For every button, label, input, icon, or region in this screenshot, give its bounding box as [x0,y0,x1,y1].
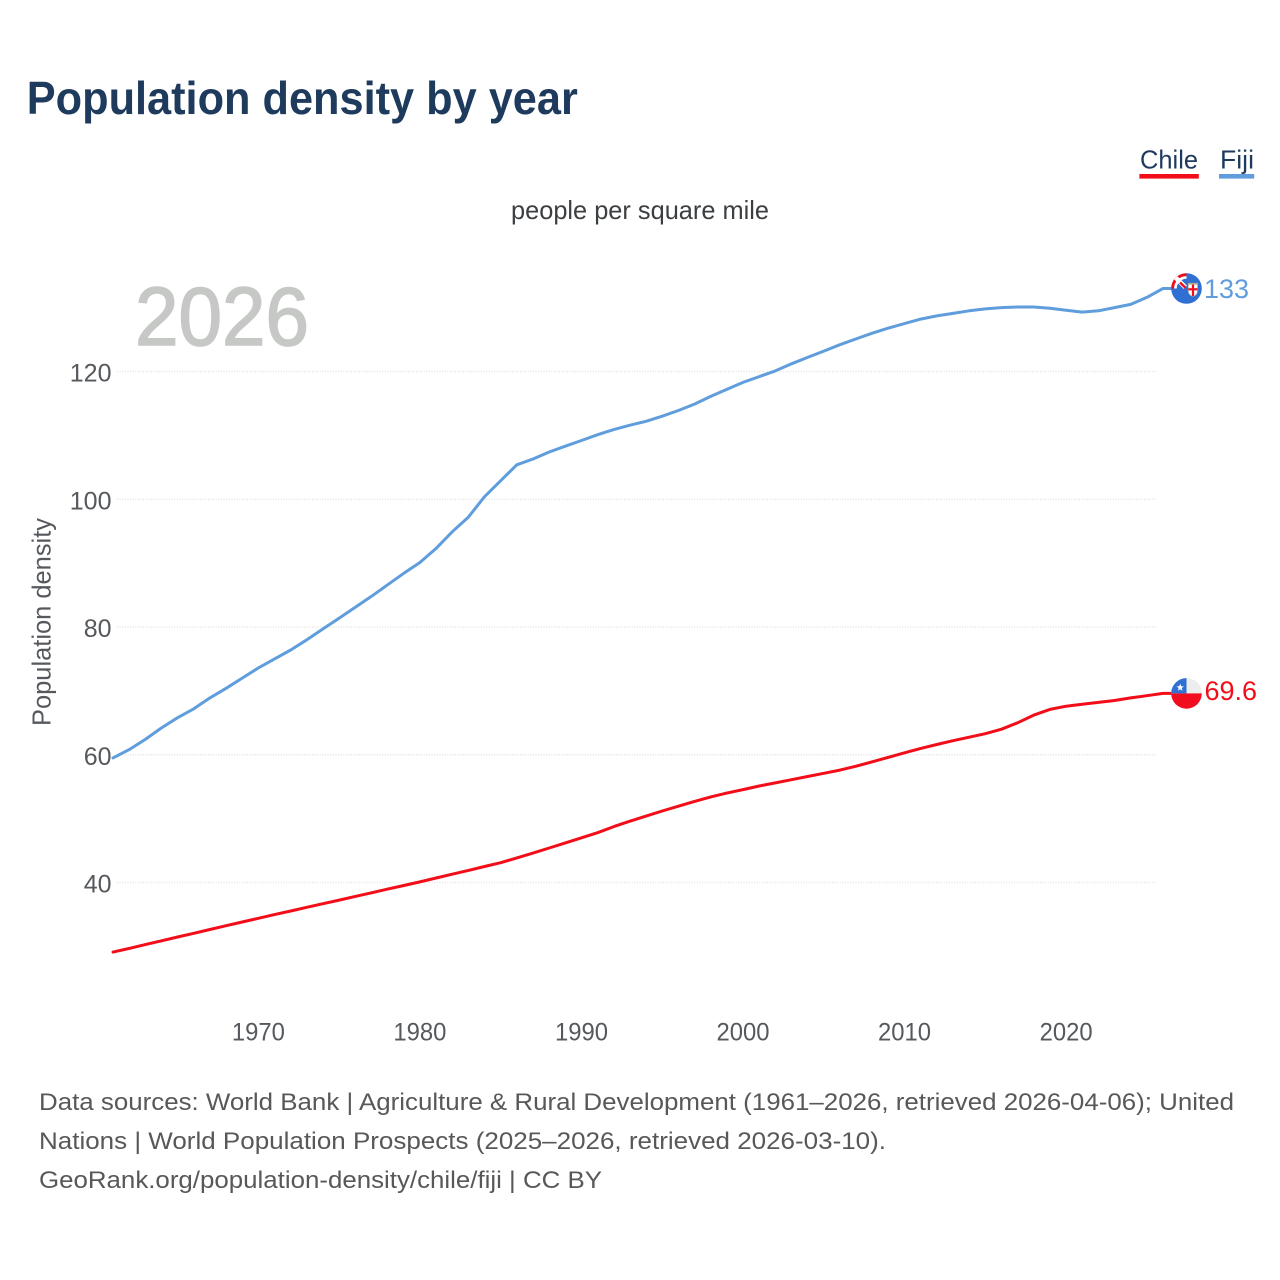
svg-text:1980: 1980 [393,1019,446,1047]
svg-text:40: 40 [84,871,112,899]
svg-text:Nations | World Population Pro: Nations | World Population Prospects (20… [39,1128,886,1155]
svg-text:Population density by year: Population density by year [27,72,578,124]
svg-text:Chile: Chile [1140,145,1198,175]
svg-text:80: 80 [84,615,112,643]
svg-text:2000: 2000 [717,1019,770,1047]
svg-text:2010: 2010 [878,1019,931,1047]
svg-text:133: 133 [1204,274,1249,304]
svg-text:60: 60 [84,743,112,771]
svg-text:120: 120 [70,360,112,388]
svg-text:Population density: Population density [27,518,57,726]
svg-text:2026: 2026 [135,270,309,363]
svg-text:GeoRank.org/population-density: GeoRank.org/population-density/chile/fij… [39,1167,602,1194]
svg-text:1990: 1990 [555,1019,608,1047]
svg-text:Fiji: Fiji [1220,145,1254,175]
svg-text:1970: 1970 [232,1019,285,1047]
svg-text:Data sources: World Bank | Agr: Data sources: World Bank | Agriculture &… [39,1089,1234,1116]
svg-text:2020: 2020 [1040,1019,1093,1047]
svg-text:people per square mile: people per square mile [511,195,769,225]
svg-text:100: 100 [70,487,112,515]
svg-text:69.6: 69.6 [1205,676,1258,706]
